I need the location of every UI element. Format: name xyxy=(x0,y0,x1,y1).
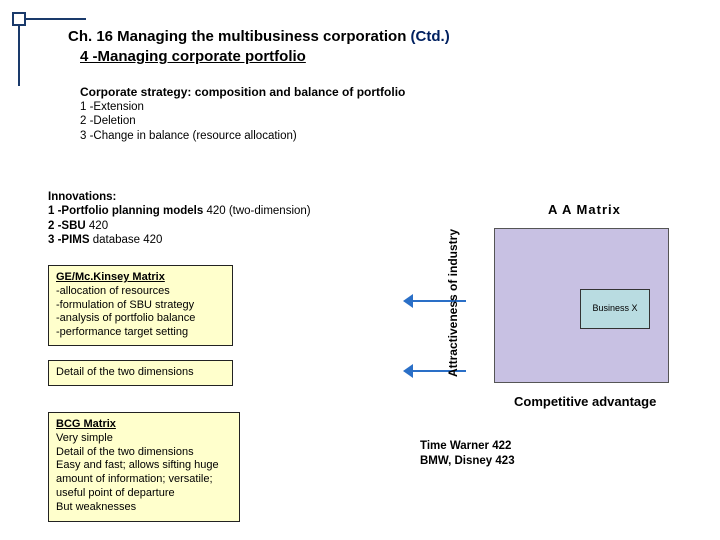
detail-box: Detail of the two dimensions xyxy=(48,360,233,386)
section-subtitle: 4 -Managing corporate portfolio xyxy=(80,48,306,65)
strategy-list: 1 -Extension 2 -Deletion 3 -Change in ba… xyxy=(80,100,297,143)
business-x-cell: Business X xyxy=(580,289,650,329)
innov-label: Innovations: xyxy=(48,191,116,203)
innovations-block: Innovations: 1 -Portfolio planning model… xyxy=(48,190,311,248)
innov-l3b: database 420 xyxy=(90,234,163,246)
x-axis-label: Competitive advantage xyxy=(514,394,656,409)
innov-l2b: 420 xyxy=(86,220,108,232)
innov-l1a: 1 -Portfolio planning models xyxy=(48,205,203,217)
references: Time Warner 422 BMW, Disney 423 xyxy=(420,439,515,469)
innov-l2a: 2 -SBU xyxy=(48,220,86,232)
detail-text: Detail of the two dimensions xyxy=(56,366,194,378)
list-item: Very simple xyxy=(56,432,232,446)
innov-l1b: 420 (two-dimension) xyxy=(203,205,310,217)
ref-line: Time Warner 422 xyxy=(420,439,515,454)
list-item: 3 -Change in balance (resource allocatio… xyxy=(80,129,297,143)
aa-matrix-title: A A Matrix xyxy=(548,202,621,217)
list-item: 2 -Deletion xyxy=(80,114,297,128)
aa-matrix-box: Business X xyxy=(494,228,669,383)
list-item: Detail of the two dimensions xyxy=(56,446,232,460)
innov-l3a: 3 -PIMS xyxy=(48,234,90,246)
corner-line-h xyxy=(26,18,86,20)
ge-mckinsey-box: GE/Mc.Kinsey Matrix -allocation of resou… xyxy=(48,265,233,346)
list-item: -allocation of resources xyxy=(56,285,225,299)
list-item: -performance target setting xyxy=(56,326,225,340)
list-item: Easy and fast; allows sifting huge amoun… xyxy=(56,459,232,500)
ref-line: BMW, Disney 423 xyxy=(420,454,515,469)
ge-title: GE/Mc.Kinsey Matrix xyxy=(56,271,225,285)
chapter-text: Ch. 16 Managing the multibusiness corpor… xyxy=(68,28,406,45)
list-item: But weaknesses xyxy=(56,501,232,515)
chapter-title: Ch. 16 Managing the multibusiness corpor… xyxy=(68,28,450,45)
corner-box-icon xyxy=(12,12,26,26)
bcg-title: BCG Matrix xyxy=(56,418,232,432)
strategy-heading: Corporate strategy: composition and bala… xyxy=(80,85,405,99)
bcg-box: BCG Matrix Very simple Detail of the two… xyxy=(48,412,240,522)
corner-line-v xyxy=(18,26,20,86)
list-item: -analysis of portfolio balance xyxy=(56,312,225,326)
list-item: 1 -Extension xyxy=(80,100,297,114)
y-axis-label: Attractiveness of industry xyxy=(446,229,460,377)
list-item: -formulation of SBU strategy xyxy=(56,299,225,313)
ctd-text: (Ctd.) xyxy=(411,28,450,45)
